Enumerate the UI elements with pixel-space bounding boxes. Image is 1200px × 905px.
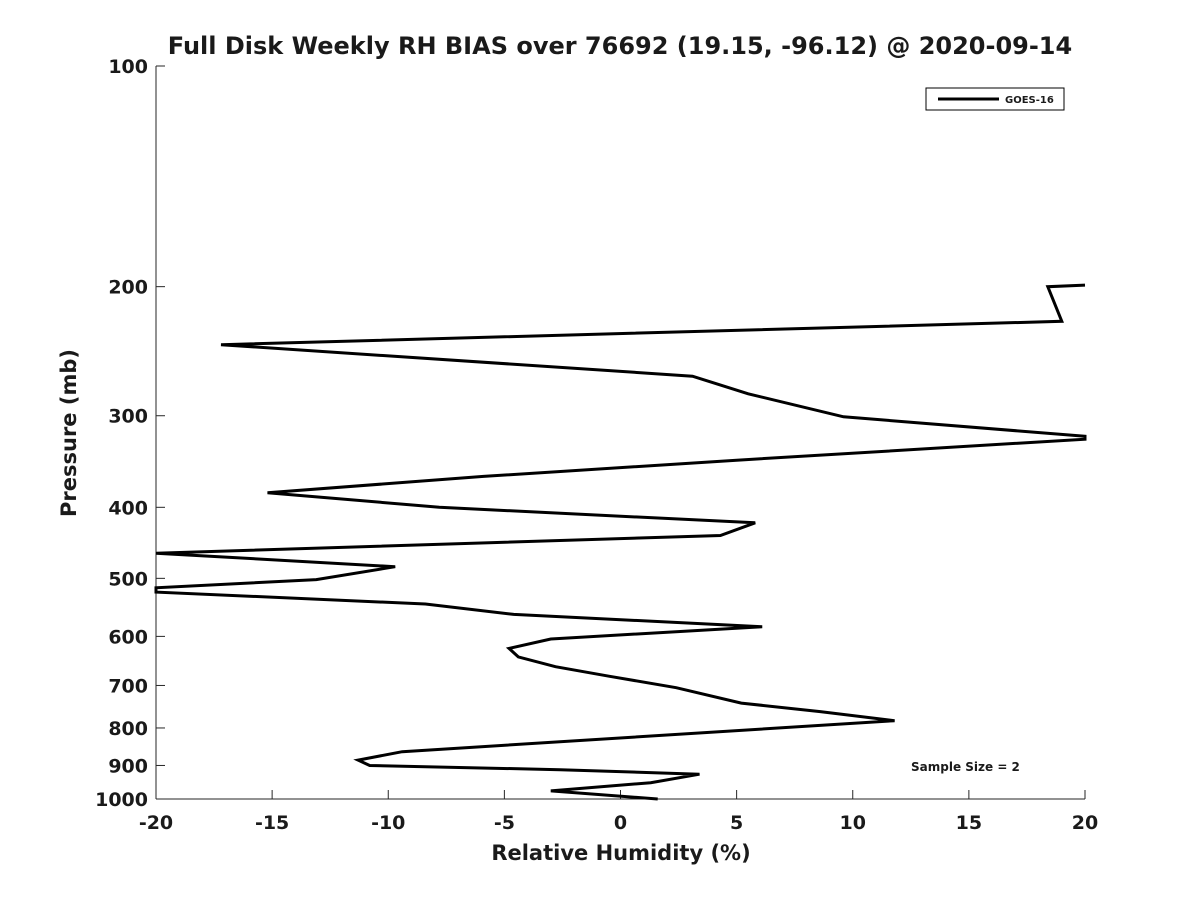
- y-tick-label: 800: [108, 718, 148, 740]
- x-tick-label: 20: [1072, 812, 1098, 834]
- x-tick-label: 0: [614, 812, 627, 834]
- x-axis-ticks: -20 -15 -10 -5 0 5 10 15 20: [139, 790, 1098, 834]
- chart-title: Full Disk Weekly RH BIAS over 76692 (19.…: [168, 32, 1072, 60]
- x-tick-label: -20: [139, 812, 173, 834]
- legend-label-goes-16: GOES-16: [1005, 95, 1054, 106]
- y-tick-label: 200: [108, 277, 148, 299]
- y-axis-ticks: 100 200 300 400 500 600 700 800 900 1000: [95, 56, 165, 811]
- y-tick-label: 500: [108, 568, 148, 590]
- y-tick-label: 100: [108, 56, 148, 78]
- y-axis-label: Pressure (mb): [57, 349, 81, 517]
- plot-frame: [155, 66, 1085, 800]
- x-tick-label: -10: [371, 812, 405, 834]
- y-tick-label: 600: [108, 626, 148, 648]
- y-tick-label: 700: [108, 675, 148, 697]
- series-layer: [154, 283, 1087, 801]
- y-tick-label: 900: [108, 755, 148, 777]
- x-axis-label: Relative Humidity (%): [491, 841, 750, 865]
- y-tick-label: 400: [108, 497, 148, 519]
- series-line-goes-16: [154, 283, 1087, 801]
- x-tick-label: -15: [255, 812, 289, 834]
- x-tick-label: 10: [840, 812, 866, 834]
- legend: GOES-16: [925, 87, 1065, 111]
- x-tick-label: 15: [956, 812, 982, 834]
- x-tick-label: 5: [730, 812, 743, 834]
- y-tick-label: 1000: [95, 789, 148, 811]
- sample-size-annotation: Sample Size = 2: [911, 760, 1020, 774]
- x-tick-label: -5: [494, 812, 515, 834]
- y-tick-label: 300: [108, 406, 148, 428]
